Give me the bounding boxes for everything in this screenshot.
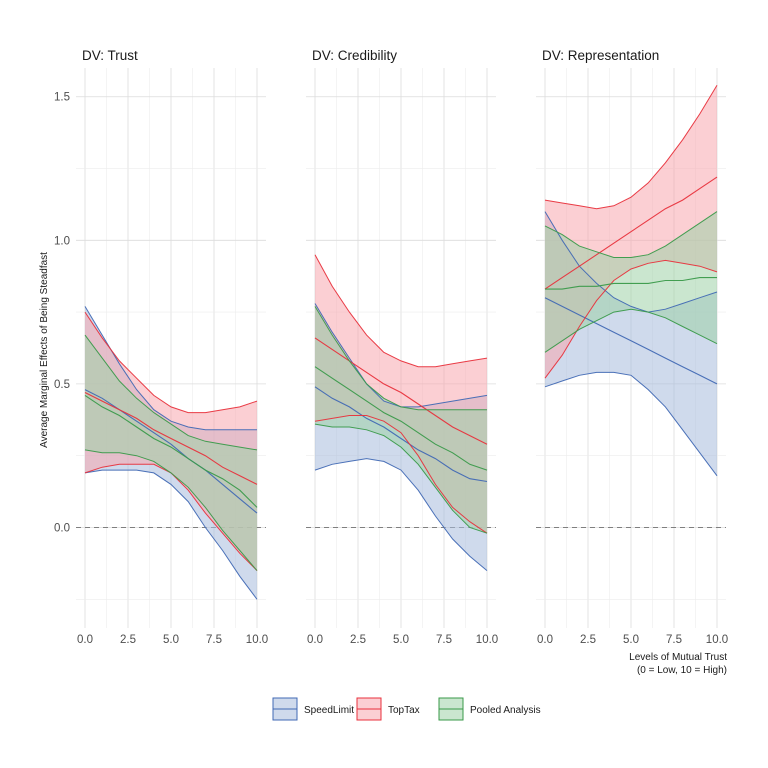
line-pooled-analysis-lower [544, 308, 718, 353]
panel-2: DV: Credibility 0.0 2.5 5.0 7.5 10.0 [306, 48, 498, 646]
line-speedlimit-lower [314, 458, 488, 571]
line-speedlimit-upper [84, 306, 257, 431]
x-axis-label-line2: (0 = Low, 10 = High) [637, 665, 727, 676]
y-ticks: 0.0 0.5 1.0 1.5 [54, 92, 70, 535]
line-toptax-lower [314, 415, 488, 534]
panel-title: DV: Representation [542, 48, 659, 63]
legend: SpeedLimit TopTax Pooled Analysis [272, 697, 541, 721]
x-tick-label: 7.5 [206, 634, 222, 646]
ribbon-pooled-analysis [85, 335, 257, 571]
line-speedlimit-estimate [84, 389, 258, 514]
y-tick-label: 0.5 [54, 379, 70, 391]
legend-label: SpeedLimit [304, 705, 354, 716]
panel-title: DV: Trust [82, 48, 138, 63]
legend-label: Pooled Analysis [470, 705, 541, 716]
line-pooled-analysis-lower [314, 423, 488, 534]
panel-3: DV: Representation 0.0 2.5 5.0 7.5 10.0 [536, 48, 728, 646]
panel-title: DV: Credibility [312, 48, 397, 63]
legend-item-speedlimit: SpeedLimit [272, 697, 354, 721]
y-tick-label: 1.5 [54, 92, 70, 104]
line-toptax-estimate [84, 392, 258, 485]
x-tick-label: 2.5 [120, 634, 136, 646]
x-tick-label: 2.5 [580, 634, 596, 646]
x-tick-label: 10.0 [476, 634, 498, 646]
line-speedlimit-estimate [544, 297, 718, 385]
line-toptax-upper [314, 254, 488, 368]
y-tick-label: 0.0 [54, 522, 70, 534]
x-tick-label: 5.0 [393, 634, 409, 646]
ribbon-pooled-analysis [315, 306, 487, 534]
x-axis-label-line1: Levels of Mutual Trust [629, 652, 727, 663]
line-toptax-lower [544, 259, 718, 379]
x-tick-label: 0.0 [77, 634, 93, 646]
line-toptax-upper [544, 84, 718, 210]
x-tick-label: 7.5 [666, 634, 682, 646]
line-toptax-estimate [314, 337, 488, 445]
line-pooled-analysis-estimate [84, 394, 258, 508]
line-pooled-analysis-upper [314, 306, 487, 411]
line-pooled-analysis-upper [84, 334, 258, 451]
line-pooled-analysis-estimate [314, 366, 488, 471]
line-toptax-upper [84, 311, 258, 414]
line-toptax-estimate [544, 176, 718, 290]
panel-1: DV: Trust 0.0 2.5 5.0 7.5 10.0 [76, 48, 268, 646]
line-pooled-analysis-estimate [545, 277, 717, 290]
x-tick-label: 0.0 [537, 634, 553, 646]
y-axis-label: Average Marginal Effects of Being Steadf… [39, 252, 50, 448]
legend-item-pooled-analysis: Pooled Analysis [438, 697, 541, 721]
x-tick-label: 2.5 [350, 634, 366, 646]
x-tick-label: 10.0 [246, 634, 268, 646]
x-tick-label: 7.5 [436, 634, 452, 646]
line-pooled-analysis-upper [544, 211, 718, 258]
line-pooled-analysis-lower [84, 449, 258, 571]
x-tick-label: 5.0 [623, 634, 639, 646]
line-speedlimit-lower [544, 371, 718, 477]
legend-label: TopTax [388, 705, 420, 716]
x-tick-label: 0.0 [307, 634, 323, 646]
x-tick-label: 5.0 [163, 634, 179, 646]
x-tick-label: 10.0 [706, 634, 728, 646]
y-tick-label: 1.0 [54, 235, 70, 247]
line-speedlimit-lower [84, 469, 258, 600]
ribbon-pooled-analysis [545, 211, 717, 353]
legend-item-toptax: TopTax [356, 697, 420, 721]
line-speedlimit-estimate [314, 386, 488, 483]
line-speedlimit-upper [544, 211, 718, 313]
